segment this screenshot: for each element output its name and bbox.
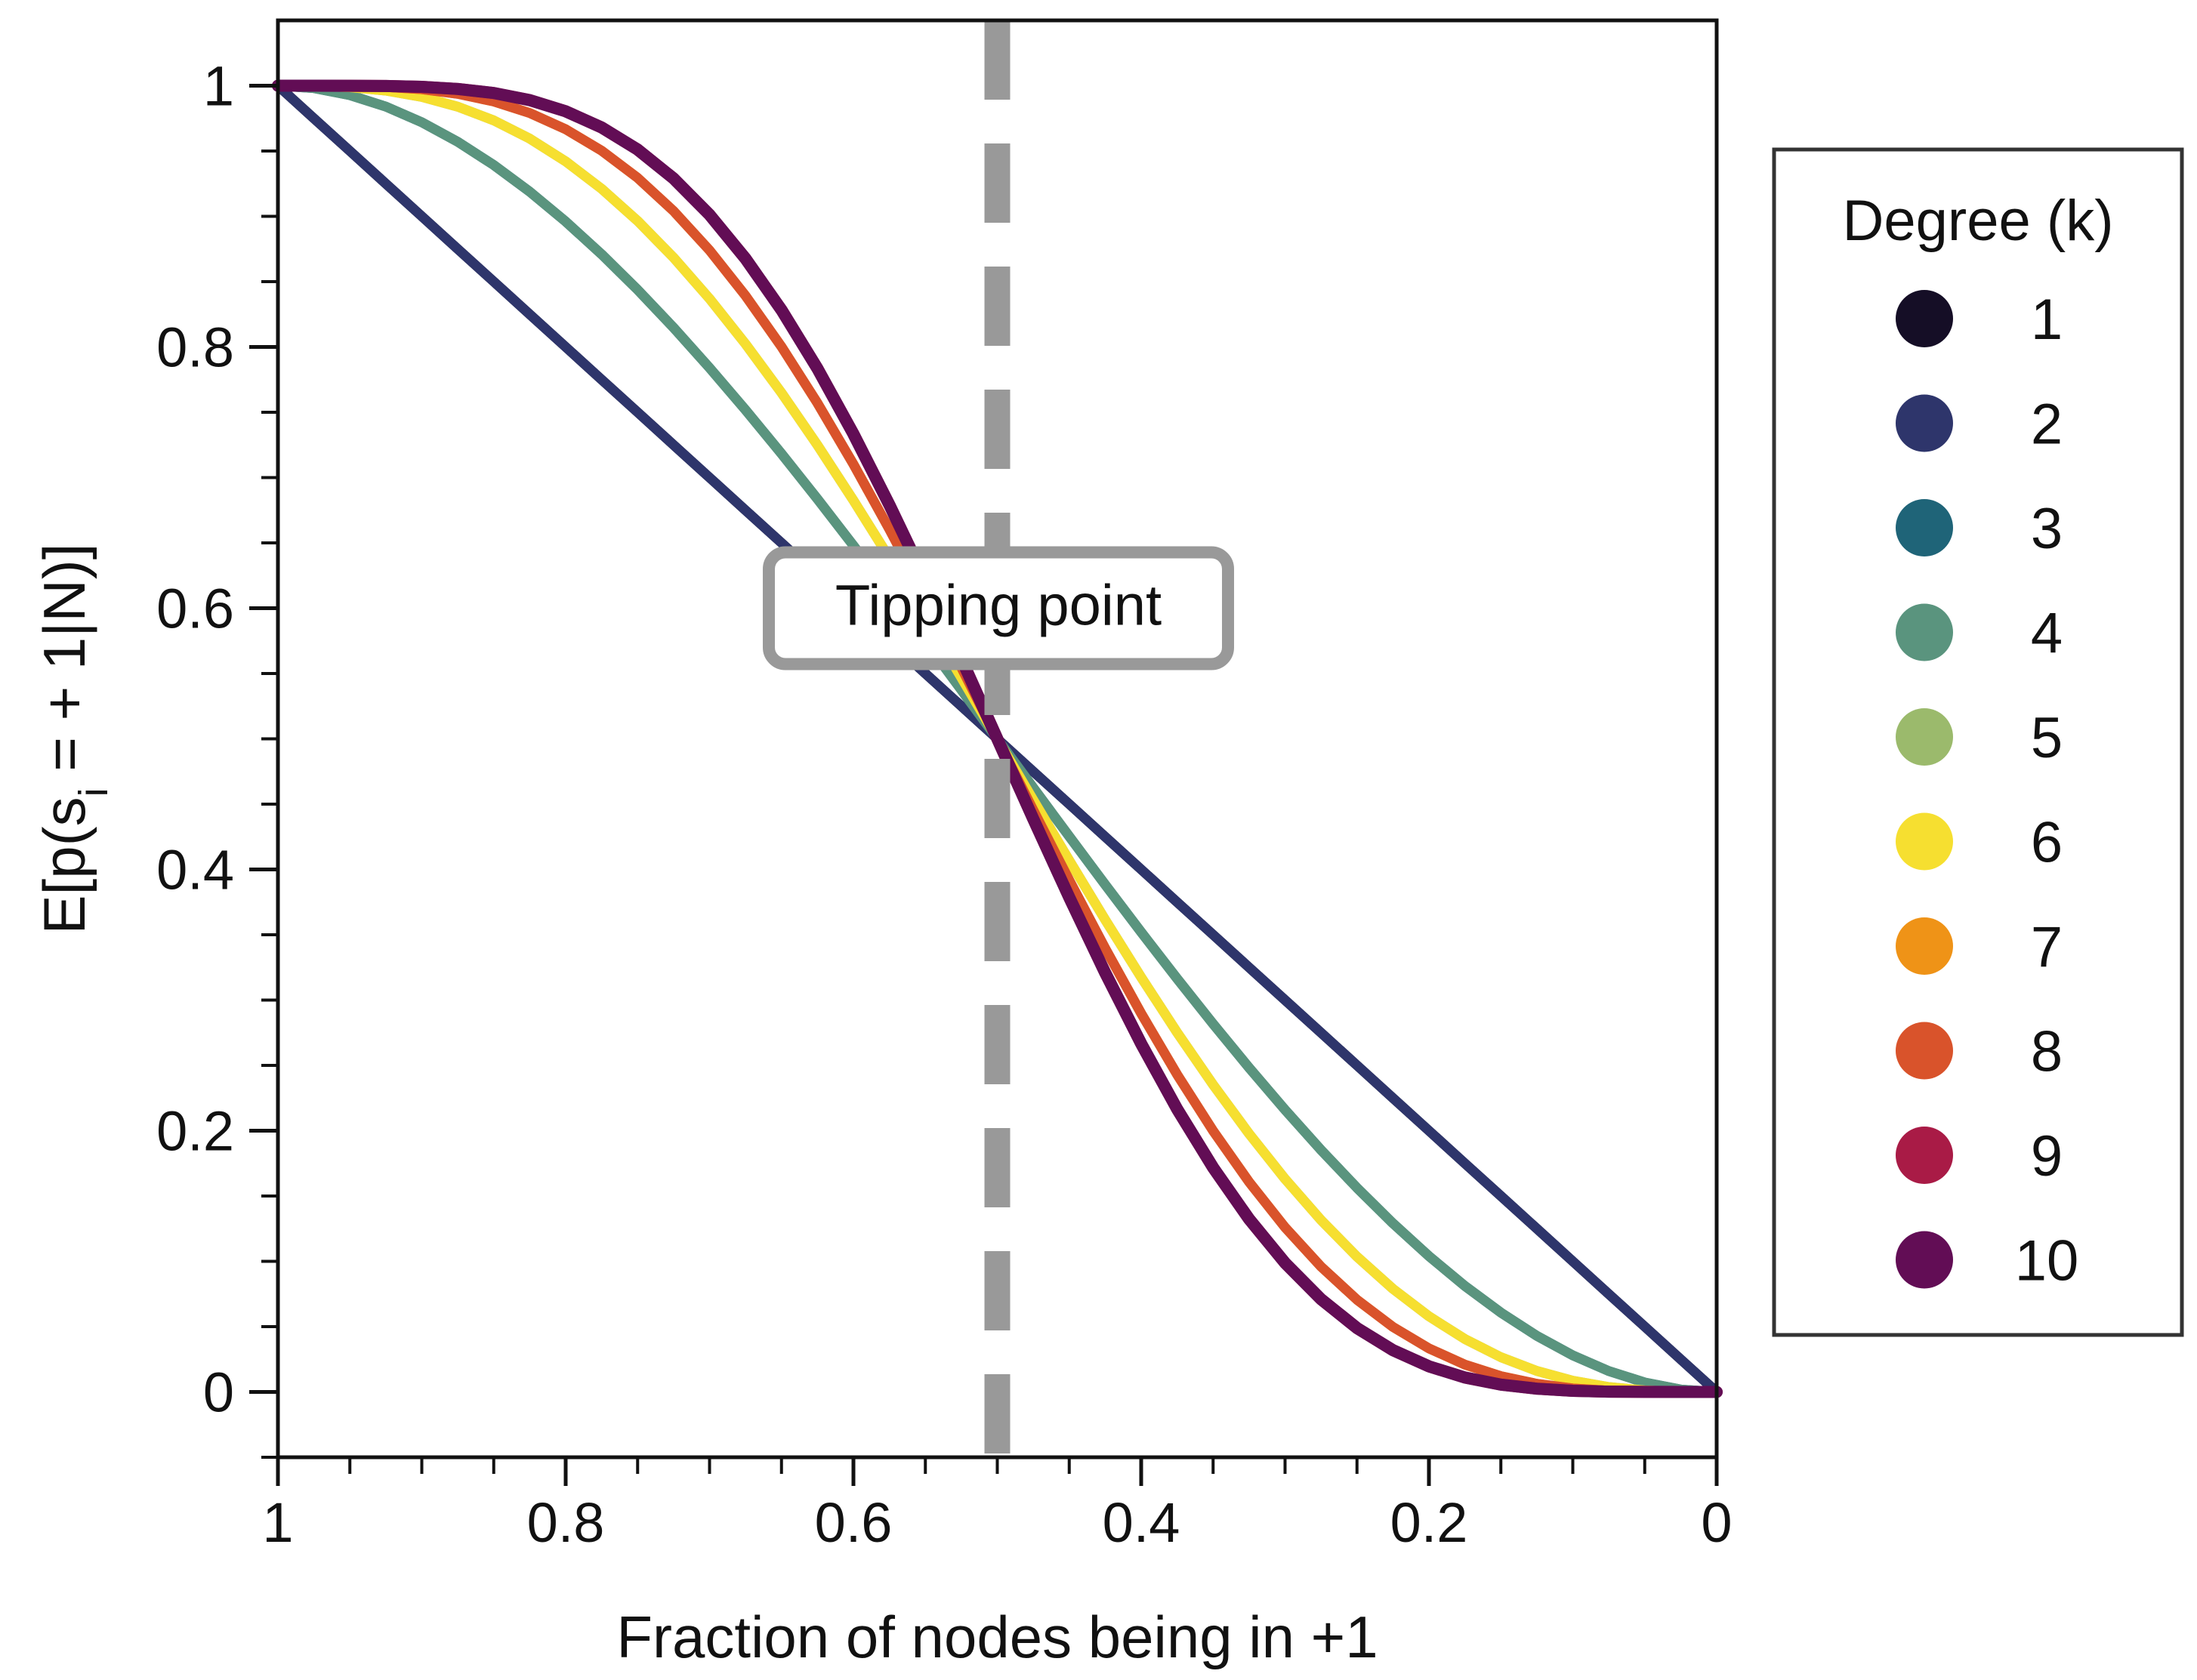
y-axis-label-suffix: = + 1|N)]	[31, 544, 97, 788]
legend-box	[1772, 147, 2184, 1337]
legend-label: 7	[2031, 915, 2063, 979]
y-tick-label: 0	[203, 1361, 234, 1424]
legend-marker	[1896, 812, 1953, 871]
y-axis: 0 0.2 0.4 0.6 0.8 1	[156, 55, 278, 1459]
tipping-point-layer: Tipping point	[763, 20, 1234, 1457]
legend-items: 1 2 3 4 5 6 7 8 9 10	[1896, 288, 2078, 1293]
legend-item-k6: 6	[1896, 811, 2063, 875]
y-axis-label-subscript: i	[71, 788, 116, 797]
y-tick-label: 0.4	[156, 839, 234, 902]
x-tick-label: 0.4	[1103, 1491, 1180, 1554]
y-axis-label-prefix: E[p(s	[31, 797, 97, 934]
legend-label: 1	[2031, 288, 2063, 352]
legend-label: 4	[2031, 602, 2063, 666]
legend-marker	[1896, 1022, 1953, 1080]
legend-item-k2: 2	[1896, 393, 2063, 457]
legend-label: 8	[2031, 1020, 2063, 1084]
legend-label: 3	[2031, 497, 2063, 561]
legend-marker	[1896, 917, 1953, 975]
y-tick-label: 0.6	[156, 578, 234, 640]
legend-item-k4: 4	[1896, 602, 2063, 666]
y-axis-label: E[p(si = + 1|N)]	[31, 544, 116, 935]
legend-marker	[1896, 1231, 1953, 1289]
legend-label: 10	[2015, 1229, 2079, 1293]
tipping-point-label: Tipping point	[835, 574, 1162, 638]
legend-title: Degree (k)	[1843, 189, 2114, 253]
legend-item-k7: 7	[1896, 915, 2063, 979]
legend-marker	[1896, 499, 1953, 556]
legend-item-k3: 3	[1896, 497, 2063, 561]
tipping-point-label-box	[763, 546, 1234, 670]
x-axis-label: Fraction of nodes being in +1	[616, 1604, 1378, 1670]
y-tick-label: 1	[203, 55, 234, 118]
x-axis: 1 0.8 0.6 0.4 0.2 0	[262, 1457, 1733, 1554]
legend: Degree (k) 1 2 3 4 5 6 7 8 9 10	[1772, 147, 2184, 1337]
legend-item-k5: 5	[1896, 706, 2063, 770]
legend-label: 6	[2031, 811, 2063, 875]
x-tick-label: 0.8	[527, 1491, 605, 1554]
legend-marker	[1896, 290, 1953, 347]
series-line-k10	[272, 79, 1723, 1398]
x-tick-label: 0.2	[1390, 1491, 1468, 1554]
legend-label: 5	[2031, 706, 2063, 770]
legend-marker	[1896, 394, 1953, 452]
legend-item-k9: 9	[1896, 1124, 2063, 1188]
x-tick-label: 1	[262, 1491, 293, 1554]
legend-item-k8: 8	[1896, 1020, 2063, 1084]
legend-marker	[1896, 708, 1953, 766]
legend-label: 9	[2031, 1124, 2063, 1188]
y-tick-label: 0.2	[156, 1100, 234, 1163]
legend-item-k1: 1	[1896, 288, 2063, 352]
legend-item-k10: 10	[1896, 1229, 2078, 1293]
x-tick-label: 0.6	[815, 1491, 893, 1554]
legend-marker	[1896, 603, 1953, 661]
y-tick-label: 0.8	[156, 316, 234, 379]
legend-marker	[1896, 1127, 1953, 1184]
legend-label: 2	[2031, 393, 2063, 457]
series-layer	[272, 79, 1723, 1398]
x-tick-label: 0	[1701, 1491, 1732, 1554]
